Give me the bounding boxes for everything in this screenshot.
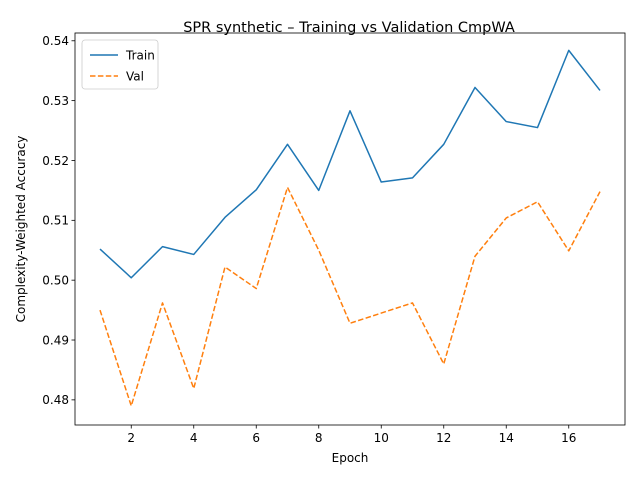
legend-label-train: Train (125, 48, 155, 62)
y-tick-label: 0.51 (42, 214, 69, 228)
y-tick-label: 0.53 (42, 94, 69, 108)
y-tick-label: 0.54 (42, 34, 69, 48)
x-tick-label: 16 (561, 431, 576, 445)
series-line-val (99, 186, 601, 407)
y-axis-label: Complexity-Weighted Accuracy (14, 136, 28, 323)
legend-label-val: Val (126, 69, 144, 83)
legend: Train Val (81, 39, 159, 90)
chart-title: SPR synthetic – Training vs Validation C… (183, 20, 515, 36)
x-tick-label: 12 (436, 431, 451, 445)
y-tick-label: 0.50 (42, 273, 69, 287)
y-tick-label: 0.49 (42, 333, 69, 347)
x-tick-label: 6 (252, 431, 260, 445)
y-axis: 0.48 0.49 0.50 0.51 0.52 0.53 0.54 (42, 34, 75, 407)
x-tick-label: 2 (127, 431, 135, 445)
x-axis: 2 4 6 8 10 12 14 16 (127, 425, 576, 445)
series-line-train (99, 49, 601, 279)
x-tick-label: 10 (374, 431, 389, 445)
x-tick-label: 4 (190, 431, 198, 445)
x-tick-label: 8 (315, 431, 323, 445)
series-layer (99, 49, 601, 407)
y-tick-label: 0.48 (42, 393, 69, 407)
x-tick-label: 14 (499, 431, 514, 445)
plot-area-frame (74, 32, 626, 426)
y-tick-label: 0.52 (42, 154, 69, 168)
x-axis-label: Epoch (332, 451, 369, 465)
